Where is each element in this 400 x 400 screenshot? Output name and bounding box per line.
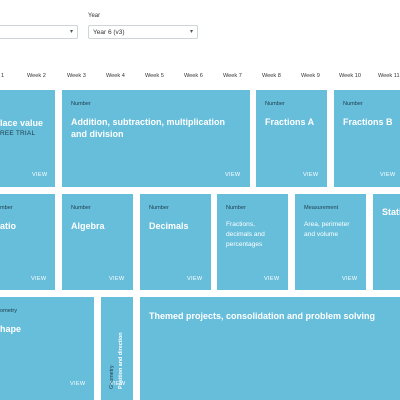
week-label: Week 7 (223, 73, 242, 79)
week-label: Week 3 (67, 73, 86, 79)
card-category: Number (71, 101, 91, 107)
card-area-perimeter-volume[interactable]: Measurement Area, perimeter and volume V… (295, 194, 366, 290)
view-link[interactable]: VIEW (32, 172, 48, 178)
card-position-direction[interactable]: Geometry Position and direction VIEW (101, 297, 133, 400)
card-fractions-decimals-percentages[interactable]: Number Fractions, decimals and percentag… (217, 194, 288, 290)
card-title: Themed projects, consolidation and probl… (149, 311, 376, 321)
card-title: Stati (382, 207, 400, 217)
card-themed-projects[interactable]: Themed projects, consolidation and probl… (140, 297, 400, 400)
week-label: Week 6 (184, 73, 203, 79)
week-label: Week 2 (27, 73, 46, 79)
card-title: Decimals (149, 221, 189, 231)
card-title: lace value (0, 118, 44, 128)
view-link[interactable]: VIEW (109, 276, 125, 282)
year-label: Year (88, 13, 101, 19)
free-trial-badge: REE TRIAL (0, 130, 36, 137)
card-addition-subtraction[interactable]: Number Addition, subtraction, multiplica… (62, 90, 250, 187)
view-link[interactable]: VIEW (70, 381, 86, 387)
card-category: Number (265, 101, 285, 107)
week-label: Week 5 (145, 73, 164, 79)
card-statistics[interactable]: Stati (373, 194, 400, 290)
week-header: 1 Week 2 Week 3 Week 4 Week 5 Week 6 Wee… (0, 68, 400, 86)
view-link[interactable]: VIEW (264, 276, 280, 282)
view-link[interactable]: VIEW (342, 276, 358, 282)
card-ratio[interactable]: mber atio VIEW (0, 194, 55, 290)
card-category: Measurement (304, 205, 339, 211)
week-label: Week 8 (262, 73, 281, 79)
card-decimals[interactable]: Number Decimals VIEW (140, 194, 211, 290)
card-place-value[interactable]: lace value REE TRIAL VIEW (0, 90, 55, 187)
term-select[interactable]: ▾ (0, 25, 78, 39)
week-label: Week 11 (378, 73, 400, 79)
card-title: atio (0, 221, 17, 231)
filter-bar: ▾ Year Year 6 (v3) ▾ (0, 0, 400, 58)
card-title: Fractions, decimals and percentages (226, 221, 265, 248)
card-title: Algebra (71, 221, 105, 231)
card-category: Number (149, 205, 169, 211)
view-link[interactable]: VIEW (187, 276, 203, 282)
card-category: Number (71, 205, 91, 211)
view-link[interactable]: VIEW (380, 172, 396, 178)
week-label: Week 9 (301, 73, 320, 79)
card-title: Fractions B (343, 117, 393, 127)
chevron-down-icon: ▾ (189, 29, 193, 35)
card-fractions-b[interactable]: Number Fractions B VIEW (334, 90, 400, 187)
card-category: mber (0, 205, 13, 211)
card-title: Fractions A (265, 117, 315, 127)
card-shape[interactable]: ometry hape VIEW (0, 297, 94, 400)
view-link[interactable]: VIEW (31, 276, 47, 282)
card-fractions-a[interactable]: Number Fractions A VIEW (256, 90, 327, 187)
card-algebra[interactable]: Number Algebra VIEW (62, 194, 133, 290)
week-label: Week 4 (106, 73, 125, 79)
card-category: Number (343, 101, 363, 107)
week-label: 1 (1, 73, 5, 79)
view-link[interactable]: VIEW (303, 172, 319, 178)
chevron-down-icon: ▾ (69, 29, 73, 35)
card-title: hape (0, 324, 22, 334)
view-link[interactable]: VIEW (225, 172, 241, 178)
year-select-value: Year 6 (v3) (93, 29, 125, 36)
card-category: Number (226, 205, 246, 211)
week-label: Week 10 (339, 73, 361, 79)
card-category: ometry (0, 308, 18, 314)
card-title: Addition, subtraction, multiplication an… (71, 117, 225, 140)
card-title: Area, perimeter and volume (304, 221, 350, 238)
view-link[interactable]: VIEW (110, 381, 126, 387)
year-select[interactable]: Year 6 (v3) ▾ (88, 25, 198, 39)
